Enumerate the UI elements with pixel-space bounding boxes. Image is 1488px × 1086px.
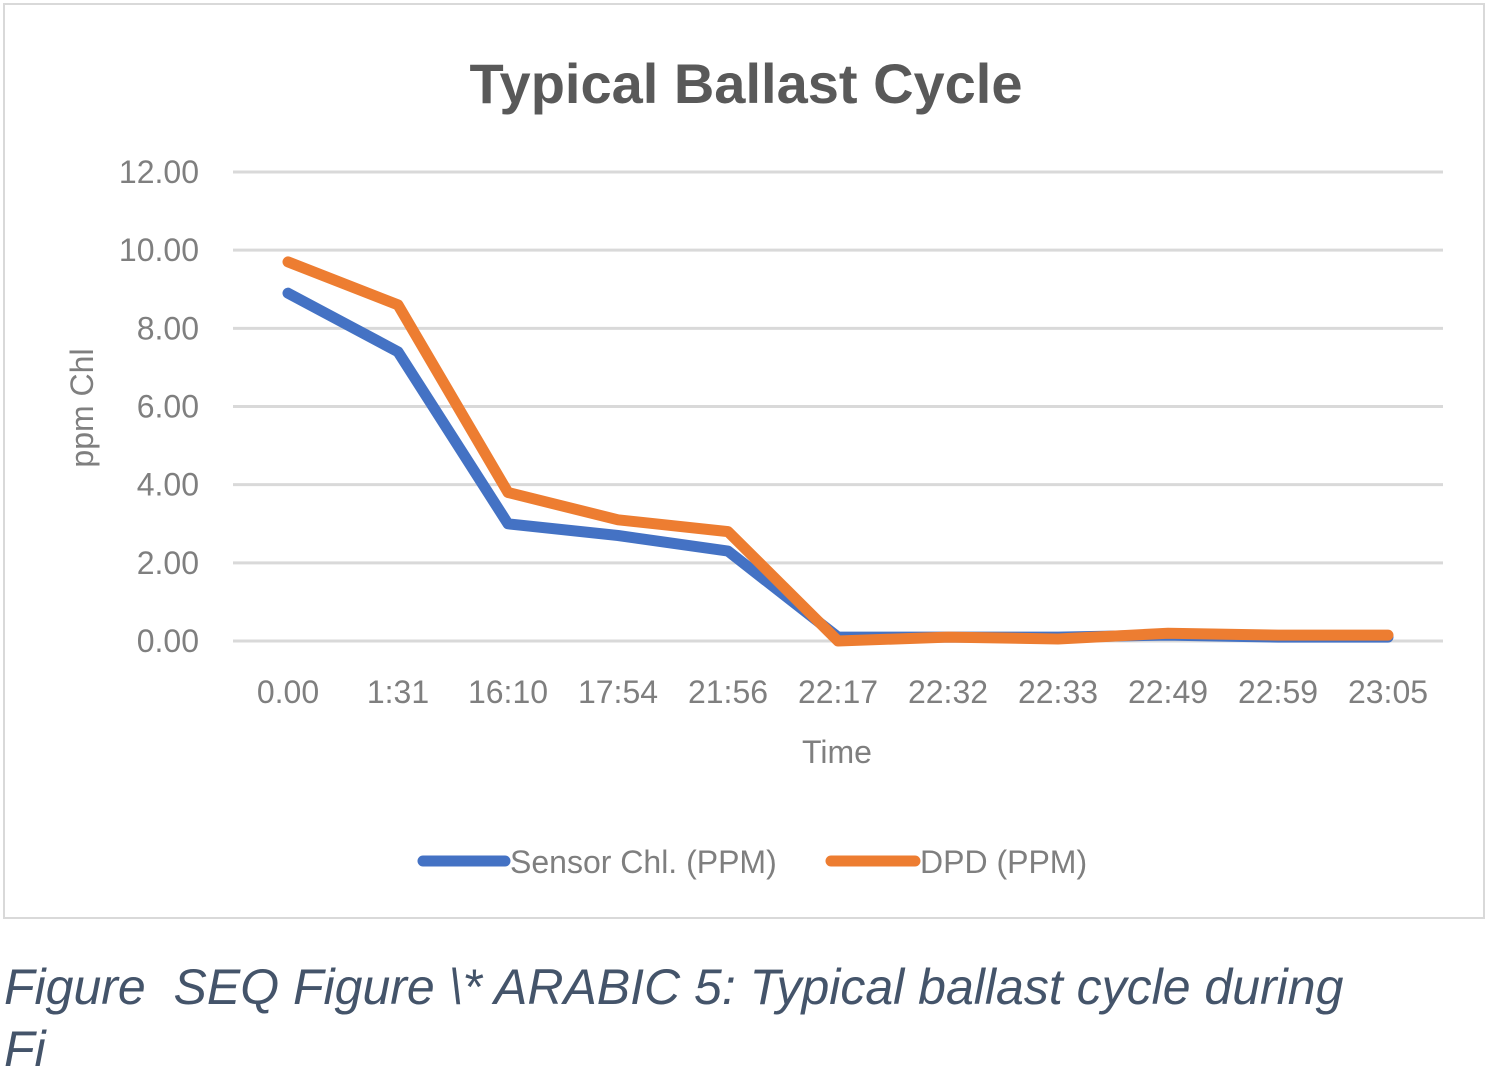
data-point [507, 523, 509, 525]
data-point [507, 491, 509, 493]
data-point [837, 640, 839, 642]
y-tick-label: 6.00 [137, 389, 199, 425]
chart-frame: Typical Ballast Cycle 0.00 2.00 4.00 6.00 8.… [3, 3, 1485, 919]
x-tick-label: 22:59 [1238, 674, 1318, 710]
y-tick-label: 4.00 [137, 467, 199, 503]
data-point [1277, 634, 1279, 636]
data-point [617, 519, 619, 521]
data-point [287, 292, 289, 294]
y-tick-label: 2.00 [137, 545, 199, 581]
gridlines [233, 170, 1443, 643]
y-axis-ticks: 0.00 2.00 4.00 6.00 8.00 10.00 12.00 [119, 154, 199, 659]
chart-title: Typical Ballast Cycle [470, 52, 1023, 115]
caption-line-1: Figure SEQ Figure \* ARABIC 5: Typical b… [4, 959, 1344, 1015]
caption-line-2: Fi [4, 1021, 46, 1077]
x-tick-label: 16:10 [468, 674, 548, 710]
legend: Sensor Chl. (PPM) DPD (PPM) [417, 844, 1087, 880]
data-point [397, 304, 399, 306]
series-line-sensor-chl [282, 287, 1394, 643]
data-point [287, 261, 289, 263]
data-point [1167, 632, 1169, 634]
x-axis-ticks: 0.00 1:31 16:10 17:54 21:56 22:17 22:32 22:33 22… [257, 674, 1428, 710]
legend-item: DPD (PPM) [825, 844, 1087, 880]
legend-label: DPD (PPM) [920, 844, 1087, 880]
x-tick-label: 22:17 [798, 674, 878, 710]
x-tick-label: 0.00 [257, 674, 319, 710]
x-tick-label: 22:33 [1018, 674, 1098, 710]
y-tick-label: 10.00 [119, 232, 199, 268]
x-tick-label: 22:32 [908, 674, 988, 710]
y-tick-label: 8.00 [137, 310, 199, 346]
data-point [727, 531, 729, 533]
data-point [397, 351, 399, 353]
x-tick-label: 22:49 [1128, 674, 1208, 710]
y-tick-label: 12.00 [119, 154, 199, 190]
data-point [1057, 638, 1059, 640]
y-axis-title: ppm Chl [64, 348, 100, 467]
line-chart: Typical Ballast Cycle 0.00 2.00 4.00 6.00 8.… [64, 52, 1443, 880]
y-tick-label: 0.00 [137, 623, 199, 659]
legend-item: Sensor Chl. (PPM) [417, 844, 777, 880]
series-line-dpd [282, 256, 1394, 647]
series-lines [282, 256, 1394, 647]
x-tick-label: 21:56 [688, 674, 768, 710]
data-point [947, 636, 949, 638]
data-point [617, 534, 619, 536]
data-point [1387, 634, 1389, 636]
figure-caption: Figure SEQ Figure \* ARABIC 5: Typical b… [4, 956, 1474, 1080]
legend-label: Sensor Chl. (PPM) [510, 844, 777, 880]
data-point [727, 550, 729, 552]
x-tick-label: 1:31 [367, 674, 429, 710]
x-axis-title: Time [802, 734, 872, 770]
x-tick-label: 23:05 [1348, 674, 1428, 710]
x-tick-label: 17:54 [578, 674, 658, 710]
